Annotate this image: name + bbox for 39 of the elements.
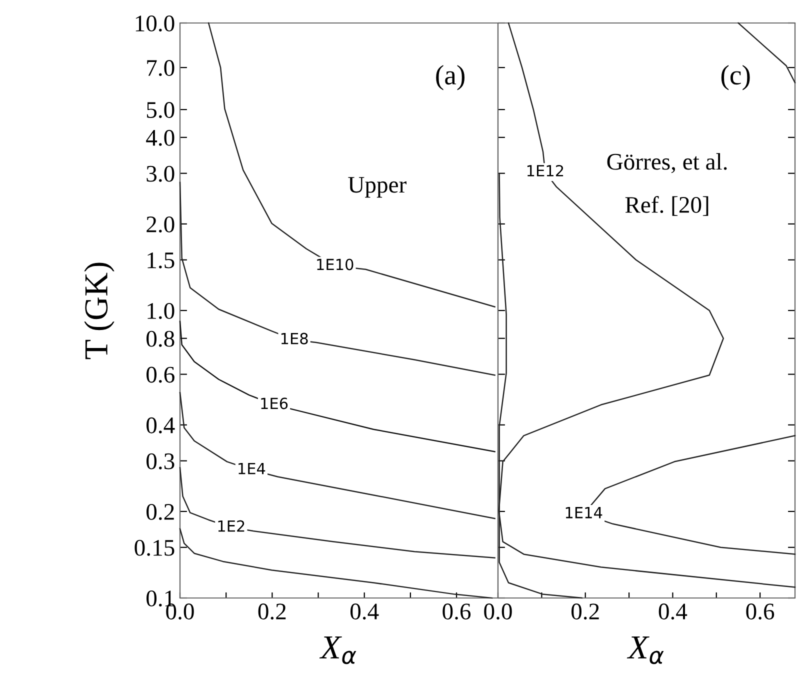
x-tick-label: 0.2 [571, 604, 599, 620]
y-tick-label: 1.5 [148, 252, 174, 268]
line-series [179, 320, 496, 452]
annotation: Ref. [20] [625, 196, 708, 216]
x-axis-title: X$_{α}$ [626, 636, 664, 664]
x-tick-label: 0.2 [258, 604, 286, 620]
y-tick-label: 7.0 [147, 60, 174, 76]
annotation: 1E2 [218, 520, 244, 532]
annotation: 1E6 [261, 398, 288, 410]
x-tick-label: 0.4 [350, 604, 379, 620]
annotation: (a) [436, 65, 464, 90]
y-axis-title: T (GK) [84, 262, 114, 360]
annotation: 1E8 [281, 332, 308, 344]
x-tick-label: 0.6 [746, 604, 774, 620]
annotation: 1E14 [566, 507, 602, 518]
annotation: Upper [348, 177, 406, 198]
y-tick-label: 3.0 [146, 166, 174, 182]
y-tick-label: 0.2 [146, 504, 174, 520]
x-tick-label: 0.4 [658, 604, 688, 620]
y-tick-label: 1.0 [148, 302, 174, 320]
y-tick-label: 2.0 [146, 216, 174, 232]
annotation: (c) [721, 65, 750, 90]
annotation: Görres, et al. [607, 153, 727, 174]
y-tick-label: 0.6 [146, 366, 174, 383]
y-tick-label: 10.0 [136, 15, 174, 32]
x-tick-label: 0.0 [484, 604, 512, 620]
y-tick-label: 0.4 [146, 417, 175, 434]
annotation: 1E12 [527, 164, 564, 176]
annotation: 1E4 [238, 462, 266, 474]
y-tick-label: 5.0 [146, 102, 174, 118]
line-series [179, 392, 496, 520]
y-tick-label: 0.8 [146, 330, 174, 347]
line-series [208, 22, 496, 308]
x-axis-title: X$_{α}$ [319, 636, 356, 664]
annotation: 1E10 [317, 258, 354, 270]
y-tick-label: 0.3 [146, 453, 174, 470]
x-tick-label: 0.6 [442, 604, 471, 620]
y-tick-label: 0.15 [134, 540, 174, 556]
y-tick-label: 4.0 [146, 130, 174, 146]
